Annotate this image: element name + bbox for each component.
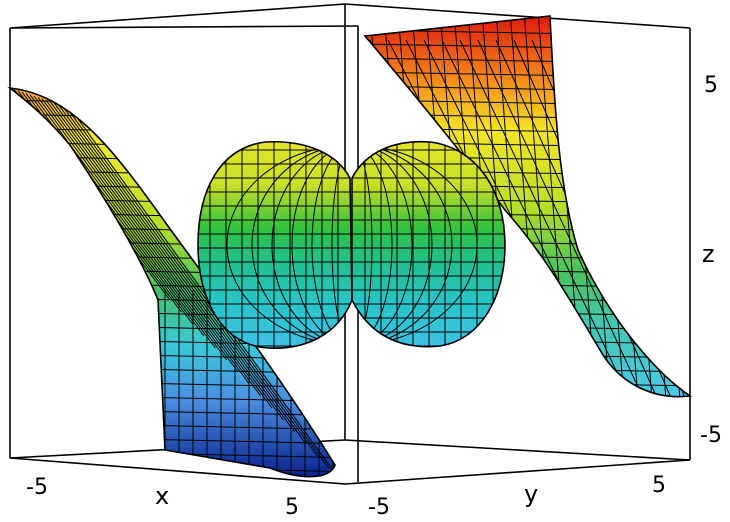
- z-tick-min: -5: [700, 423, 722, 448]
- z-tick-max: 5: [704, 73, 718, 98]
- mesh-line: [10, 88, 171, 301]
- mesh-line: [459, 39, 631, 397]
- x-axis-label: x: [155, 482, 169, 510]
- mesh-ring: [352, 144, 393, 346]
- mesh-ring: [311, 144, 352, 346]
- mesh-line: [13, 89, 182, 313]
- mesh-ring: [271, 144, 352, 346]
- mesh-ring: [352, 144, 373, 346]
- mesh-ring: [331, 144, 352, 346]
- mesh-line: [57, 103, 307, 445]
- central-surface: [197, 140, 506, 349]
- mesh-line: [10, 127, 335, 137]
- mesh-line: [365, 351, 690, 359]
- mesh-line: [477, 39, 645, 397]
- y-tick-max: 5: [652, 473, 666, 498]
- mesh-line: [565, 16, 597, 397]
- mesh-line: [17, 90, 194, 325]
- z-axis-label: z: [702, 240, 715, 268]
- x-tick-min: -5: [26, 475, 48, 500]
- mesh-line: [677, 16, 690, 397]
- mesh-line: [65, 106, 330, 469]
- mesh-line: [53, 102, 296, 433]
- mesh-line: [0, 478, 360, 486]
- mesh-ring: [352, 144, 413, 346]
- mesh-ring: [251, 144, 352, 346]
- y-axis-label: y: [524, 480, 538, 508]
- y-tick-min: -5: [368, 495, 390, 520]
- mesh-line: [61, 105, 318, 457]
- mesh-line: [37, 97, 250, 385]
- mesh-ring: [352, 144, 453, 346]
- mesh-line: [635, 16, 667, 397]
- mesh-line: [649, 16, 681, 397]
- mesh-line: [45, 99, 273, 409]
- mesh-line: [692, 10, 722, 400]
- mesh-line: [49, 101, 284, 421]
- mesh-ring: [352, 144, 433, 346]
- x-tick-max: 5: [285, 495, 299, 520]
- mesh-ring: [226, 144, 352, 346]
- mesh-line: [41, 98, 262, 397]
- mesh-line: [365, 393, 690, 397]
- mesh-ring: [291, 144, 352, 346]
- mesh-line: [25, 93, 216, 349]
- mesh-line: [29, 94, 228, 361]
